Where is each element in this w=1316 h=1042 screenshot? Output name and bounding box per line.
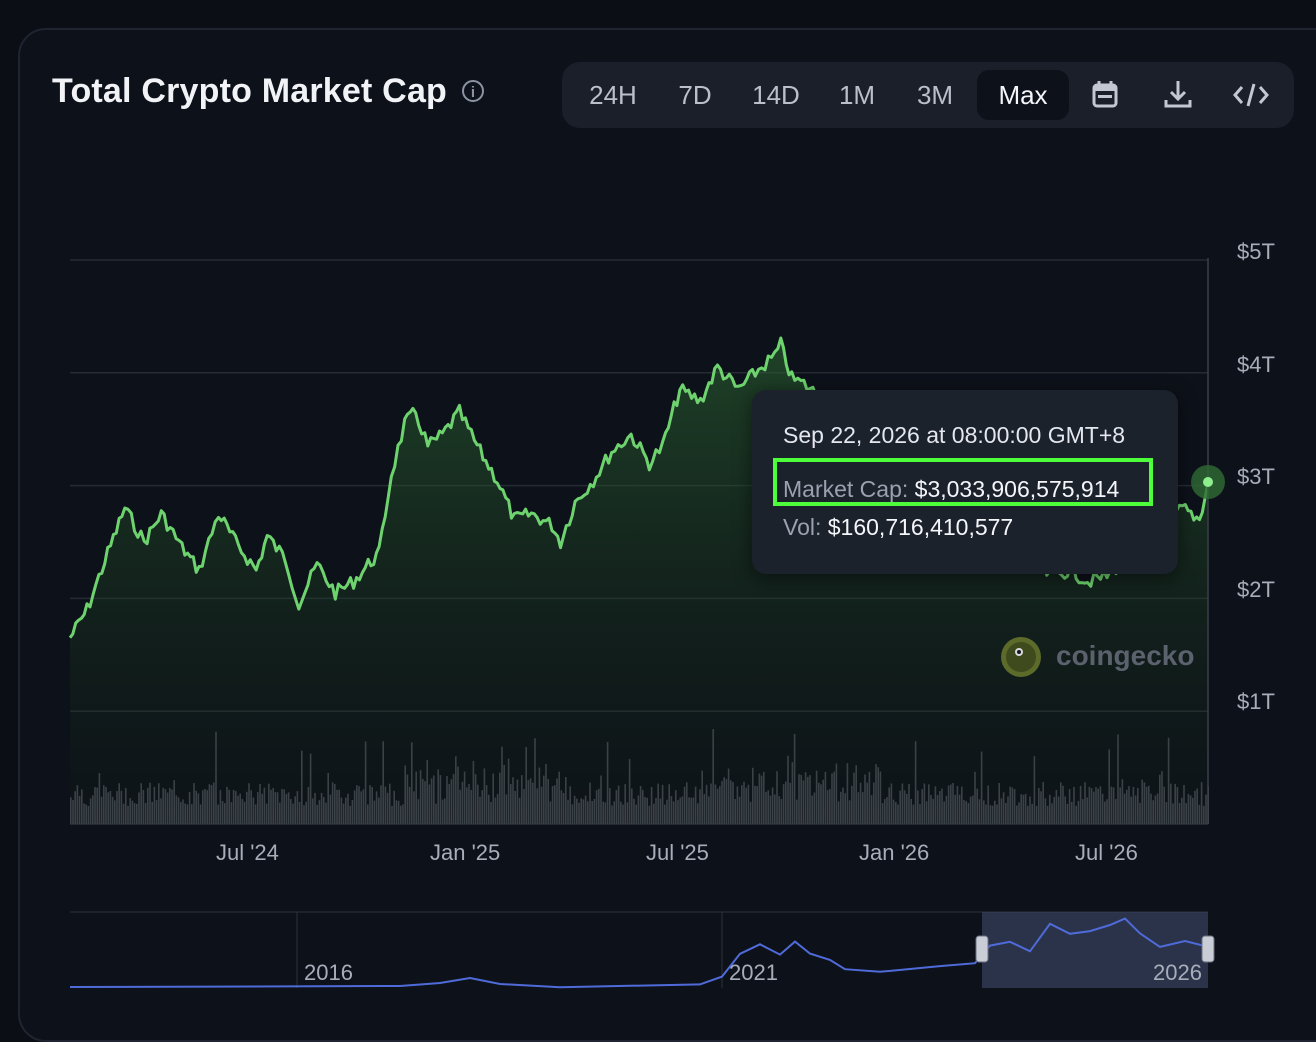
- navigator-tick-label: 2016: [304, 960, 353, 985]
- navigator-handle: [975, 935, 989, 963]
- coingecko-watermark: coingecko: [1056, 640, 1195, 671]
- coingecko-logo: [1001, 637, 1041, 677]
- navigator-tick-label: 2021: [729, 960, 778, 985]
- tooltip-volume-value: $160,716,410,577: [827, 514, 1014, 540]
- download-icon[interactable]: [1153, 70, 1203, 120]
- y-tick-label: $4T: [1237, 352, 1275, 377]
- x-tick-label: Jul '25: [646, 840, 709, 865]
- tooltip-volume-label: Vol:: [783, 514, 822, 540]
- range-toolbar: 24H 7D 14D 1M 3M Max: [562, 62, 1294, 128]
- navigator-selection: [982, 912, 1208, 988]
- x-tick-label: Jul '24: [216, 840, 279, 865]
- navigator-tick-label: 2026: [1153, 960, 1202, 985]
- market-cap-chart[interactable]: [0, 0, 1316, 1014]
- cursor-dot: [1203, 477, 1213, 487]
- navigator-handle: [1201, 935, 1215, 963]
- market-cap-area: [70, 338, 1208, 824]
- market-cap-highlight-box: [773, 458, 1153, 506]
- x-tick-label: Jul '26: [1075, 840, 1138, 865]
- range-button-24h[interactable]: 24H: [589, 80, 637, 110]
- range-button-7d[interactable]: 7D: [678, 80, 712, 110]
- tooltip-market-cap-label: Market Cap:: [783, 476, 909, 502]
- info-icon[interactable]: i: [462, 80, 484, 102]
- tooltip-date: Sep 22, 2026 at 08:00:00 GMT+8: [783, 422, 1126, 448]
- range-button-max[interactable]: Max: [977, 70, 1069, 120]
- y-tick-label: $2T: [1237, 577, 1275, 602]
- y-tick-label: $1T: [1237, 689, 1275, 714]
- range-navigator: [69, 911, 1215, 989]
- page-title: Total Crypto Market Cap: [52, 72, 448, 110]
- y-tick-label: $5T: [1237, 239, 1275, 264]
- range-button-1m[interactable]: 1M: [838, 80, 876, 110]
- y-tick-label: $3T: [1237, 464, 1275, 489]
- x-tick-label: Jan '25: [430, 840, 501, 865]
- tooltip-market-cap: Market Cap: $3,033,906,575,914: [783, 476, 1119, 503]
- tooltip-market-cap-value: $3,033,906,575,914: [914, 476, 1120, 502]
- tooltip-volume: Vol: $160,716,410,577: [783, 514, 1013, 541]
- x-tick-label: Jan '26: [859, 840, 930, 865]
- chart-tooltip: Sep 22, 2026 at 08:00:00 GMT+8 Market Ca…: [752, 390, 1178, 574]
- range-button-3m[interactable]: 3M: [916, 80, 954, 110]
- embed-code-icon[interactable]: [1226, 70, 1276, 120]
- navigator-line: [69, 917, 1209, 989]
- range-button-14d[interactable]: 14D: [752, 80, 800, 110]
- calendar-icon[interactable]: [1080, 70, 1130, 120]
